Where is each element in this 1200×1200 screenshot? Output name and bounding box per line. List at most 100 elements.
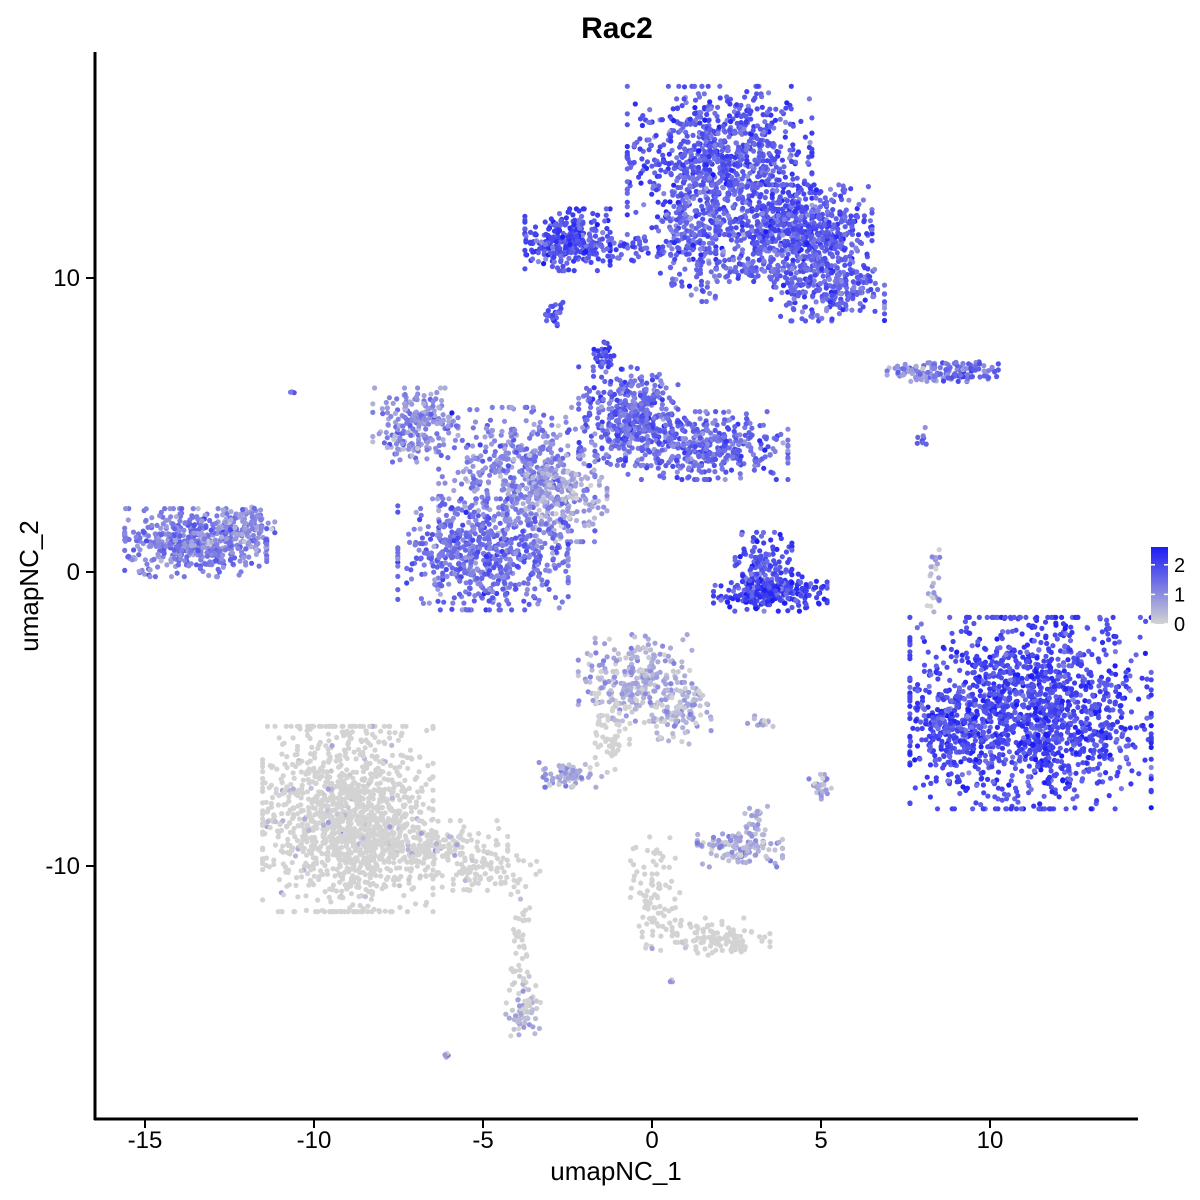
cell-point (849, 224, 855, 230)
cell-point (683, 251, 690, 257)
cell-point (777, 166, 783, 172)
cell-point (570, 212, 576, 218)
cell-point (771, 280, 777, 286)
cell-point (770, 140, 776, 147)
cell-point (838, 236, 844, 242)
cell-point (748, 108, 754, 114)
cell-point (750, 236, 756, 242)
cell-point (134, 543, 141, 549)
cell-point (566, 209, 572, 215)
cell-point (624, 83, 630, 89)
cell-point (195, 506, 201, 512)
cell-point (489, 404, 495, 410)
cell-point (706, 260, 712, 266)
cell-point (744, 153, 750, 160)
cell-point (718, 220, 724, 226)
cell-point (780, 182, 786, 188)
cell-point (612, 410, 618, 416)
cell-point (806, 246, 813, 252)
cell-point (663, 422, 669, 428)
cell-point (524, 591, 530, 597)
cell-point (534, 567, 541, 573)
cell-point (766, 182, 772, 188)
cell-point (789, 318, 795, 324)
cell-point (566, 255, 572, 261)
cell-point (735, 275, 741, 281)
cell-point (642, 238, 649, 244)
cell-point (881, 317, 888, 324)
cell-point (696, 94, 703, 100)
cell-point (850, 218, 857, 224)
cell-point (658, 378, 664, 384)
cell-point (494, 532, 500, 539)
cell-point (813, 287, 819, 293)
cell-point (536, 527, 542, 533)
cell-point (836, 244, 842, 250)
cell-point (618, 366, 624, 372)
cell-point (568, 249, 574, 256)
cell-point (824, 209, 831, 215)
cell-point (656, 228, 662, 234)
cell-point (707, 167, 713, 173)
cell-point (477, 479, 483, 485)
cell-point (501, 418, 508, 424)
cell-point (413, 555, 419, 561)
cell-point (838, 231, 844, 238)
cell-point (854, 274, 860, 280)
cell-point (705, 441, 711, 447)
cell-point (591, 227, 597, 233)
cell-point (666, 436, 672, 442)
cell-point (565, 528, 571, 534)
cell-point (797, 263, 803, 269)
cell-point (400, 423, 406, 429)
cell-point (684, 219, 690, 226)
cell-point (587, 463, 593, 469)
cell-point (671, 118, 677, 124)
cell-point (497, 564, 503, 570)
cell-point (463, 607, 470, 613)
cell-point (527, 552, 533, 558)
cell-point (699, 298, 705, 305)
cell-point (697, 256, 703, 262)
cell-point (415, 445, 421, 451)
cell-point (700, 182, 706, 188)
cell-point (769, 191, 775, 198)
cell-point (467, 504, 473, 511)
cell-point (370, 401, 376, 407)
cell-point (692, 444, 698, 450)
cell-point (735, 147, 741, 153)
cell-point (558, 447, 564, 453)
cell-point (839, 257, 845, 263)
cell-point (720, 459, 726, 465)
cell-point (628, 373, 634, 379)
cell-point (751, 278, 757, 285)
cell-point (588, 259, 594, 265)
cell-point (767, 123, 773, 129)
cell-point (797, 255, 803, 261)
cell-point (383, 399, 389, 406)
cell-point (738, 437, 744, 443)
cell-point (559, 599, 565, 605)
cell-point (707, 126, 713, 132)
cell-point (881, 311, 888, 317)
cell-point (649, 163, 655, 169)
cell-point (591, 467, 597, 473)
cell-point (679, 463, 686, 469)
cell-point (427, 536, 434, 542)
cell-point (551, 259, 557, 265)
cell-point (748, 163, 755, 169)
cell-point (499, 543, 506, 549)
cell-point (639, 156, 645, 162)
cell-point (477, 580, 483, 586)
cell-point (492, 524, 499, 531)
cell-point (599, 446, 605, 452)
cell-point (858, 240, 865, 246)
cell-point (470, 537, 476, 543)
cell-point (637, 238, 643, 245)
cell-point (589, 247, 595, 253)
cell-point (842, 224, 848, 230)
cell-point (743, 411, 750, 417)
cell-point (516, 581, 522, 587)
cell-point (604, 233, 611, 239)
cell-point (872, 266, 878, 273)
